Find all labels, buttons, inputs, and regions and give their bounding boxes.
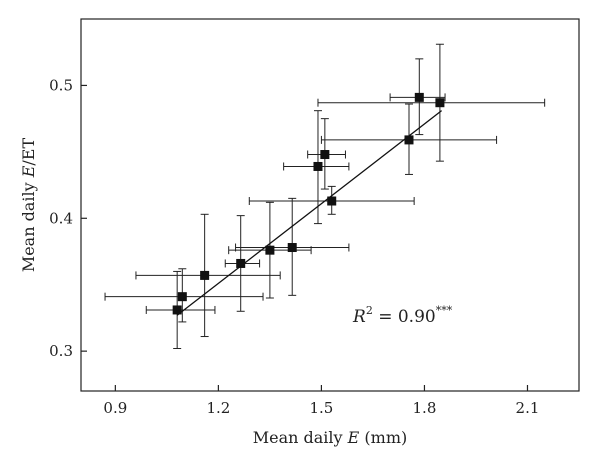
data-point [414, 92, 424, 102]
data-point [404, 135, 414, 145]
error-bars [104, 43, 546, 349]
data-point [320, 150, 330, 160]
y-tick-label: 0.4 [49, 209, 73, 227]
data-point [327, 196, 337, 206]
y-tick-label: 0.5 [49, 76, 73, 94]
regression-line [176, 110, 443, 316]
axis-ticks: 0.9 1.2 1.5 1.8 2.1 0.3 0.4 0.5 [49, 76, 539, 417]
y-tick-label: 0.3 [49, 342, 73, 360]
data-point [177, 292, 187, 302]
x-tick-label: 1.8 [413, 399, 437, 417]
data-point [236, 258, 246, 268]
x-axis-label: Mean daily E (mm) [253, 428, 408, 447]
r-squared-annotation: R2 = 0.90*** [352, 304, 453, 327]
data-point [265, 245, 275, 255]
x-tick-label: 1.5 [309, 399, 333, 417]
data-point [287, 243, 297, 253]
data-point [200, 270, 210, 280]
x-tick-label: 0.9 [103, 399, 127, 417]
plot-frame [80, 18, 580, 392]
fit-line [176, 110, 443, 316]
data-point [435, 98, 445, 108]
data-point [172, 305, 182, 315]
x-tick-label: 2.1 [516, 399, 540, 417]
y-axis-label: Mean daily E/ET [19, 138, 38, 273]
data-point [313, 161, 323, 171]
x-tick-label: 1.2 [206, 399, 230, 417]
data-points [172, 92, 445, 315]
